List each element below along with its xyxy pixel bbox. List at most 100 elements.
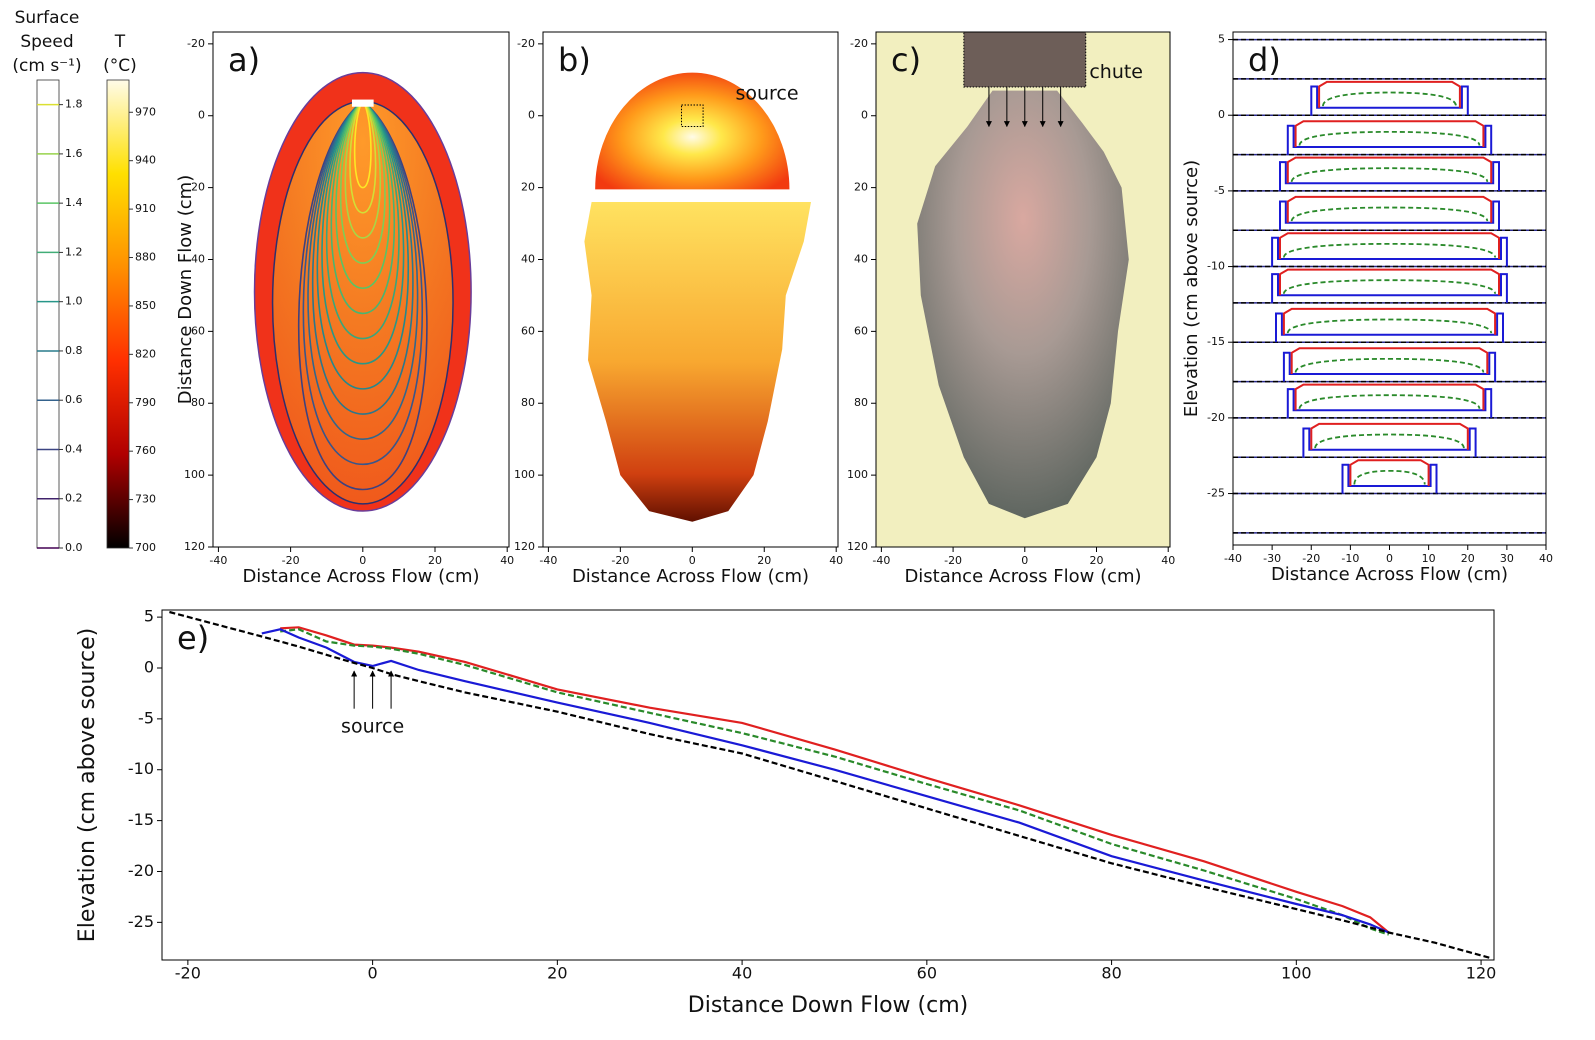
y-tick-label: 80	[191, 396, 205, 409]
colorbar-title: (cm s⁻¹)	[12, 56, 81, 76]
colorbar-title: Surface	[15, 8, 80, 28]
panel-label: d)	[1248, 41, 1281, 79]
x-tick-label: 0	[1386, 552, 1393, 565]
speed-contour	[344, 100, 382, 239]
red-profile	[1282, 307, 1497, 335]
green-profile	[1298, 130, 1481, 146]
speed-contour	[307, 100, 419, 440]
x-tick-label: 20	[547, 964, 567, 983]
x-tick-label: -40	[872, 554, 890, 567]
blue-profile	[1302, 427, 1477, 458]
speed-contour	[353, 100, 372, 189]
axes-frame	[542, 31, 839, 548]
colorbar-tick-label: 880	[135, 251, 156, 264]
flow-photo	[917, 90, 1129, 519]
colorbar-tick-label: 760	[135, 444, 156, 457]
y-tick-label: 60	[521, 324, 535, 337]
annotation: chute	[1089, 61, 1143, 83]
red-profile	[1286, 195, 1493, 223]
y-tick-label: -25	[1207, 487, 1225, 500]
x-tick-label: -20	[944, 554, 962, 567]
y-tick-label: 0	[861, 109, 868, 122]
y-tick-label: 5	[144, 607, 154, 626]
y-tick-label: -10	[1207, 260, 1225, 273]
red-profile	[1318, 80, 1461, 108]
colorbar-tick-label: 0.8	[65, 344, 83, 357]
thermal-dome	[595, 72, 790, 190]
x-tick-label: 30	[1500, 552, 1514, 565]
blue-profile	[1271, 273, 1508, 303]
x-tick-label: 80	[1101, 964, 1121, 983]
y-axis-label: Elevation (cm above source)	[75, 628, 100, 942]
green-profile	[1322, 91, 1457, 107]
colorbar-tick-label: 1.8	[65, 98, 83, 111]
x-tick-label: 120	[1466, 964, 1497, 983]
colorbar-tick-label: 790	[135, 396, 156, 409]
x-tick-label: 0	[368, 964, 378, 983]
colorbar	[106, 79, 130, 549]
y-tick-label: -15	[128, 810, 154, 829]
plot-area	[169, 610, 1491, 960]
green-profile	[1282, 242, 1497, 258]
x-axis-label: Distance Down Flow (cm)	[688, 993, 968, 1018]
x-tick-label: 40	[829, 554, 843, 567]
x-tick-label: 40	[1161, 554, 1175, 567]
plot-area	[1233, 38, 1546, 534]
x-tick-label: -20	[175, 964, 201, 983]
speed-contour	[335, 100, 391, 290]
speed-contour	[297, 100, 428, 491]
blue-profile	[1286, 388, 1493, 418]
colorbar-tick-label: 940	[135, 154, 156, 167]
colorbar-tick-label: 820	[135, 347, 156, 360]
colorbar-tick-label: 0.2	[65, 492, 83, 505]
x-tick-label: 0	[1021, 554, 1028, 567]
blue-profile	[1271, 236, 1508, 267]
colorbar-tick-label: 850	[135, 299, 156, 312]
x-tick-label: 40	[732, 964, 752, 983]
series-line	[280, 628, 1390, 936]
series-line	[169, 610, 1491, 960]
x-tick-label: 40	[500, 554, 514, 567]
colorbar-tick-label: 970	[135, 105, 156, 118]
red-profile	[1294, 120, 1485, 147]
y-tick-label: -5	[138, 708, 154, 727]
colorbar-title: (°C)	[103, 56, 137, 76]
x-tick-label: -20	[611, 554, 629, 567]
x-tick-label: -40	[539, 554, 557, 567]
y-tick-label: 40	[521, 252, 535, 265]
x-tick-label: -30	[1263, 552, 1281, 565]
x-tick-label: -40	[209, 554, 227, 567]
y-tick-label: 0	[1218, 108, 1225, 121]
y-tick-label: 40	[191, 252, 205, 265]
green-profile	[1290, 206, 1489, 222]
green-profile	[1298, 394, 1481, 410]
y-tick-label: 5	[1218, 33, 1225, 46]
colorbar-title: T	[114, 32, 126, 52]
y-tick-label: 80	[854, 396, 868, 409]
y-tick-label: 120	[184, 540, 205, 553]
plot-area	[876, 32, 1170, 547]
y-tick-label: 120	[847, 540, 868, 553]
colorbar-tick-label: 700	[135, 541, 156, 554]
colorbar-tick-label: 730	[135, 493, 156, 506]
annotation: source	[735, 83, 798, 105]
green-profile	[1353, 469, 1426, 485]
y-axis-label: Elevation (cm above source)	[1181, 160, 1202, 417]
x-axis-label: Distance Across Flow (cm)	[1271, 564, 1508, 585]
y-tick-label: 120	[514, 540, 535, 553]
y-tick-label: 100	[847, 468, 868, 481]
speed-contour	[321, 100, 405, 365]
y-tick-label: 80	[521, 396, 535, 409]
axes-frame	[875, 31, 1171, 548]
x-tick-label: 100	[1281, 964, 1312, 983]
axes-frame	[1232, 31, 1547, 546]
red-profile	[1286, 156, 1493, 184]
x-tick-label: 40	[1539, 552, 1553, 565]
speed-contour	[325, 100, 400, 340]
blue-profile	[1286, 124, 1493, 155]
y-tick-label: 100	[514, 468, 535, 481]
panel-label: e)	[177, 619, 209, 657]
y-tick-label: -25	[128, 912, 154, 931]
colorbar-tick-label: 910	[135, 202, 156, 215]
source	[351, 99, 374, 107]
